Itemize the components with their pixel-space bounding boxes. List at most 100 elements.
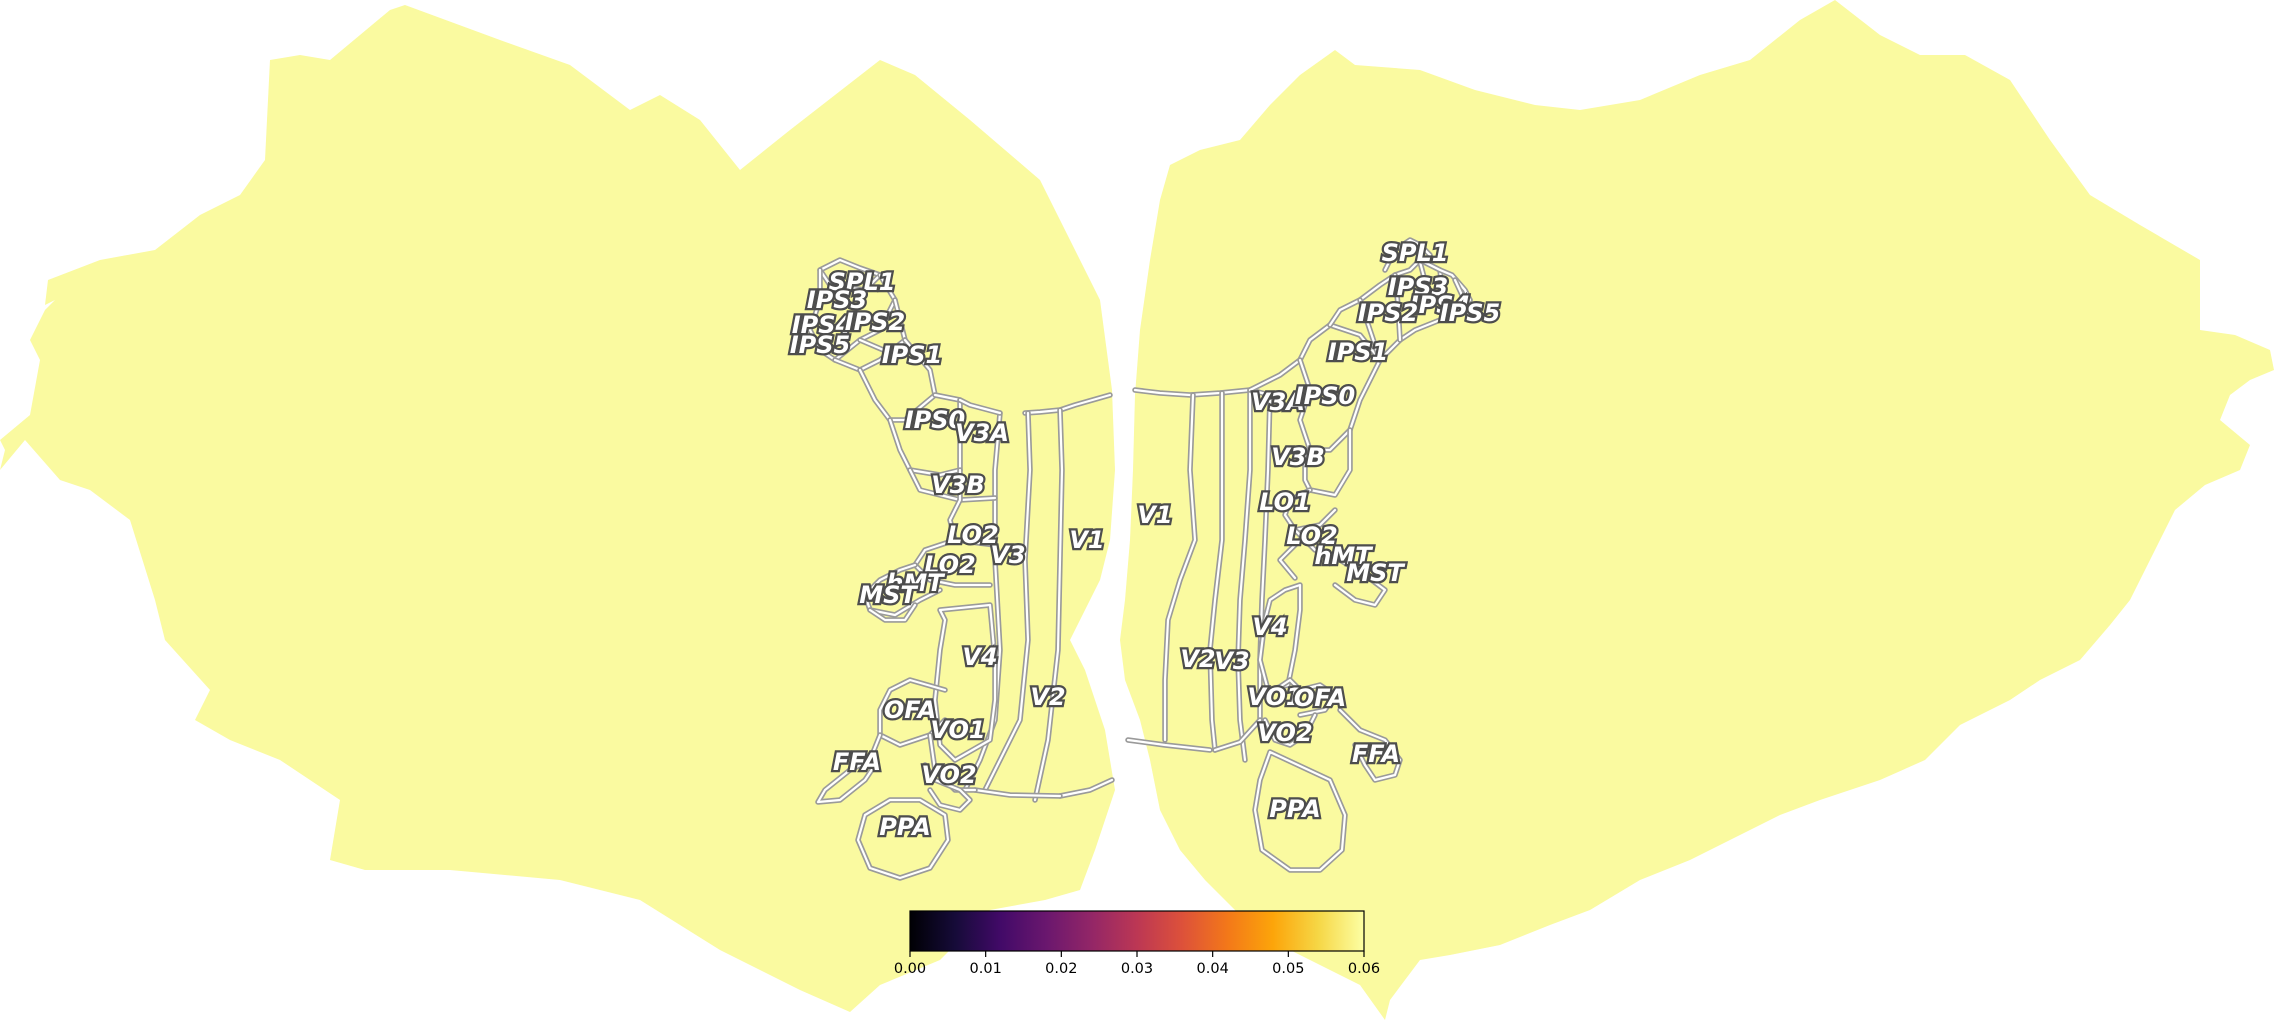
roi-label: MST — [1346, 559, 1405, 587]
roi-outline-inner — [1393, 273, 1402, 342]
left-roi-outlines — [807, 257, 1115, 881]
roi-label: IPS4 — [1410, 291, 1471, 319]
roi-outline-inner — [878, 678, 947, 747]
roi-outline-inner — [923, 763, 972, 812]
roi-label: hMT — [1314, 542, 1373, 570]
roi-label: V4 — [1252, 613, 1287, 641]
roi-outline-inner — [1438, 268, 1447, 322]
roi-label: V3A — [1251, 388, 1305, 416]
roi-outline-inner — [1338, 708, 1402, 782]
roi-label: IPS3 — [807, 286, 868, 314]
roi-outline-inner — [1033, 408, 1064, 802]
roi-outline-inner — [1208, 391, 1224, 752]
roi-outline-inner — [1418, 260, 1432, 302]
colorbar-tick-label: 0.02 — [1045, 961, 1077, 977]
roi-label: hMT — [886, 569, 945, 597]
roi-label: PPA — [879, 813, 931, 841]
roi-label: V3B — [931, 471, 985, 499]
roi-outline-inner — [1283, 488, 1337, 532]
roi-label: SPL1 — [829, 268, 896, 296]
roi-outline-inner — [1383, 238, 1432, 272]
roi-outline-inner — [1058, 778, 1114, 798]
roi-outline-inner — [856, 798, 950, 880]
right-hemisphere: SPL1 IPS3 IPS4 IPS5 IPS2 IPS1 V3A IPS0 V… — [1120, 0, 2274, 1020]
roi-outline-inner — [1273, 678, 1337, 717]
roi-label: IPS1 — [882, 341, 943, 369]
roi-outline-inner — [1163, 393, 1197, 742]
roi-outline-inner — [1263, 713, 1317, 747]
left-hemisphere-surface — [0, 5, 1115, 1012]
roi-label: IPS4 — [792, 311, 853, 339]
roi-label: PPA — [1269, 795, 1321, 823]
roi-outline-inner — [1253, 750, 1347, 872]
roi-label: LO2 — [947, 521, 999, 549]
roi-label: FFA — [1352, 740, 1400, 768]
roi-label: LO2 — [924, 551, 976, 579]
colorbar-gradient — [909, 910, 1365, 952]
roi-label: V3A — [955, 419, 1009, 447]
roi-label: LO1 — [1259, 488, 1311, 516]
roi-outline-inner — [858, 338, 937, 422]
roi-label: V3 — [1214, 647, 1249, 675]
roi-label: V3B — [1271, 443, 1325, 471]
roi-outline-inner — [1328, 258, 1422, 327]
roi-outline-inner — [958, 398, 1002, 415]
colorbar-tick-label: 0.05 — [1272, 961, 1304, 977]
roi-outline-inner — [1258, 583, 1302, 692]
roi-outline-inner — [1453, 278, 1472, 322]
roi-outline-inner — [868, 603, 917, 622]
roi-label: VO2 — [921, 761, 976, 789]
roi-outline-inner — [928, 733, 977, 792]
roi-outline-inner — [1418, 258, 1472, 312]
roi-outline-inner — [1303, 428, 1352, 497]
roi-label: MST — [859, 581, 918, 609]
roi-label: VO2 — [1257, 719, 1312, 747]
roi-label: IPS1 — [1328, 338, 1389, 366]
roi-outline-inner — [1213, 718, 1262, 752]
roi-outline-inner — [973, 788, 1062, 798]
roi-outline-inner — [908, 468, 997, 502]
roi-label: VO1 — [930, 716, 985, 744]
right-roi-labels: SPL1 IPS3 IPS4 IPS5 IPS2 IPS1 V3A IPS0 V… — [1135, 237, 1502, 826]
roi-label: IPS5 — [1440, 299, 1501, 327]
roi-outline-inner — [1293, 528, 1387, 607]
roi-label: OFA — [1294, 684, 1346, 712]
roi-outline-inner — [1278, 538, 1302, 580]
left-hemisphere: SPL1 IPS3 IPS4 IPS5 IPS2 IPS1 IPS0 V3A V… — [0, 5, 1115, 1012]
roi-label: OFA — [884, 696, 936, 724]
colorbar-tick-label: 0.04 — [1197, 961, 1229, 977]
colorbar-tick-label: 0.01 — [970, 961, 1002, 977]
roi-label: V3 — [990, 541, 1025, 569]
roi-label: V2 — [1180, 645, 1215, 673]
roi-outline-inner — [933, 603, 997, 762]
right-roi-outlines — [1125, 237, 1473, 873]
roi-label: IPS5 — [790, 331, 851, 359]
roi-label: IPS2 — [845, 308, 906, 336]
roi-outline-inner — [1126, 738, 1212, 752]
roi-outline-inner — [963, 411, 1002, 792]
colorbar-ticks: 0.00 0.01 0.02 0.03 0.04 0.05 0.06 — [894, 951, 1380, 977]
roi-label: LO2 — [1286, 522, 1338, 550]
roi-outline-inner — [816, 733, 882, 804]
right-hemisphere-surface — [1120, 0, 2274, 1020]
roi-label: V2 — [1030, 683, 1065, 711]
roi-label: V4 — [962, 643, 997, 671]
roi-label: IPS0 — [905, 406, 966, 434]
roi-label: IPS2 — [1358, 299, 1419, 327]
roi-label: IPS0 — [1295, 382, 1356, 410]
roi-label: VO1 — [1247, 683, 1302, 711]
roi-outline-inner — [1236, 388, 1252, 762]
roi-outline-inner — [983, 411, 1032, 792]
roi-outline-inner — [888, 393, 962, 477]
roi-outline-inner — [913, 538, 992, 587]
roi-label: V1 — [1069, 526, 1104, 554]
roi-outline-inner — [1358, 298, 1382, 362]
left-roi-labels: SPL1 IPS3 IPS4 IPS5 IPS2 IPS1 IPS0 V3A V… — [787, 266, 1106, 844]
roi-outline-inner — [833, 338, 907, 372]
roi-label: SPL1 — [1382, 239, 1449, 267]
roi-label: V1 — [1137, 501, 1172, 529]
roi-label: IPS3 — [1388, 273, 1449, 301]
roi-label: FFA — [833, 748, 881, 776]
roi-outline-inner — [948, 468, 997, 547]
